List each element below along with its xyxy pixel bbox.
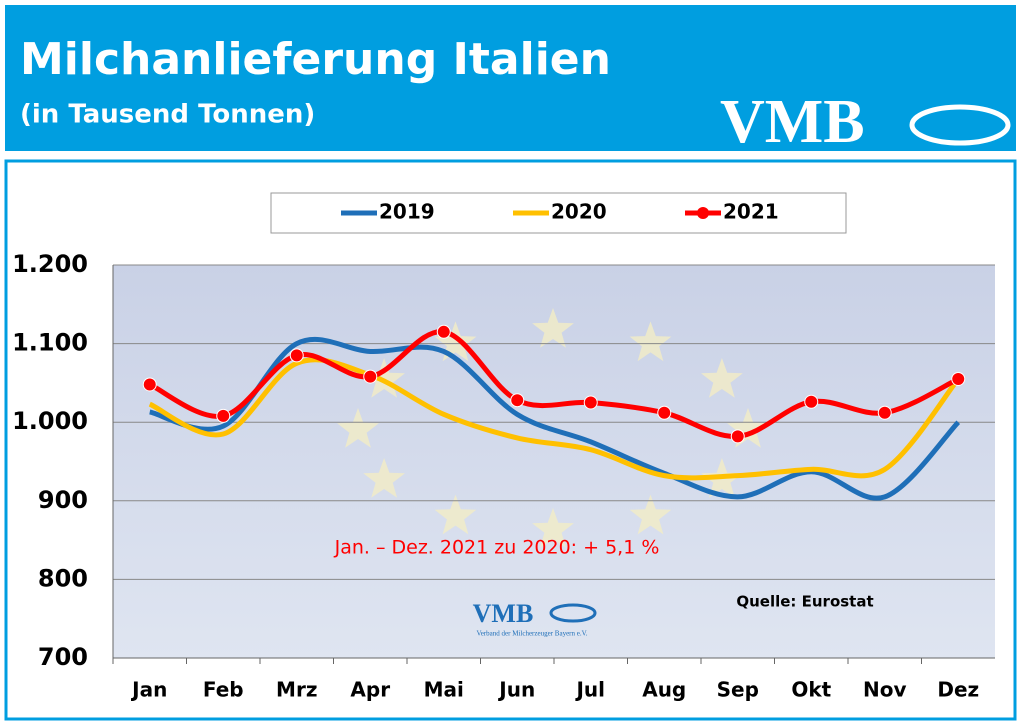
star xyxy=(701,358,743,398)
point xyxy=(436,324,451,339)
y-tick-label: 1.100 xyxy=(12,329,88,357)
logo-swoosh xyxy=(909,104,1011,146)
star xyxy=(629,321,672,362)
point xyxy=(363,369,378,384)
star xyxy=(727,408,769,448)
x-tick-label: Dez xyxy=(937,678,979,702)
y-tick-label: 1.000 xyxy=(12,407,88,435)
y-tick-label: 700 xyxy=(38,643,88,671)
x-tick-label: Apr xyxy=(350,678,390,702)
legend-label: 2019 xyxy=(379,200,435,224)
series-line xyxy=(149,337,961,501)
plot: 700 800 900 1.000 1.100 1.200 Jan Feb Mrz Apr Mai J… xyxy=(12,200,995,702)
subtitle: (in Tausend Tonnen) xyxy=(20,100,315,130)
x-tick-label: Nov xyxy=(863,678,907,702)
point xyxy=(216,408,231,423)
header-band xyxy=(5,5,1016,151)
x-tick-label: Feb xyxy=(203,678,244,702)
source: Quelle: Eurostat xyxy=(736,593,873,611)
x-tick-label: Okt xyxy=(791,678,831,702)
annotation: Jan. – Dez. 2021 zu 2020: + 5,1 % xyxy=(334,537,660,559)
star xyxy=(629,494,672,535)
x-tick-label: Jul xyxy=(574,678,605,702)
star xyxy=(363,458,405,498)
watermark-swoosh xyxy=(549,603,597,623)
star xyxy=(337,408,379,448)
point xyxy=(289,348,304,363)
y-tick-label: 800 xyxy=(38,564,88,592)
x-tick-label: Mai xyxy=(424,678,464,702)
title: Milchanlieferung Italien xyxy=(20,34,611,85)
point xyxy=(877,405,892,420)
star xyxy=(363,358,405,398)
x-tick-label: Aug xyxy=(642,678,686,702)
point xyxy=(142,377,157,392)
y-tick-label: 900 xyxy=(38,486,88,514)
point xyxy=(804,394,819,409)
watermark-logo: VMB xyxy=(473,599,534,628)
y-tick-label: 1.200 xyxy=(12,250,88,278)
star xyxy=(434,494,477,535)
watermark-caption: Verband der Milcherzeuger Bayern e.V. xyxy=(476,630,587,638)
point xyxy=(510,393,525,408)
legend-label: 2020 xyxy=(551,200,607,224)
point xyxy=(657,405,672,420)
point xyxy=(951,371,966,386)
x-tick-label: Mrz xyxy=(276,678,317,702)
legend-label: 2021 xyxy=(723,200,779,224)
star xyxy=(532,308,574,348)
legend-marker xyxy=(697,207,709,219)
logo: VMB xyxy=(720,88,865,156)
x-tick-label: Jan xyxy=(130,678,167,702)
star xyxy=(532,508,574,548)
star xyxy=(434,321,477,362)
point xyxy=(730,429,745,444)
series-line xyxy=(148,357,961,481)
x-tick-label: Sep xyxy=(717,678,759,702)
point xyxy=(583,395,598,410)
x-tick-label: Jun xyxy=(497,678,535,702)
